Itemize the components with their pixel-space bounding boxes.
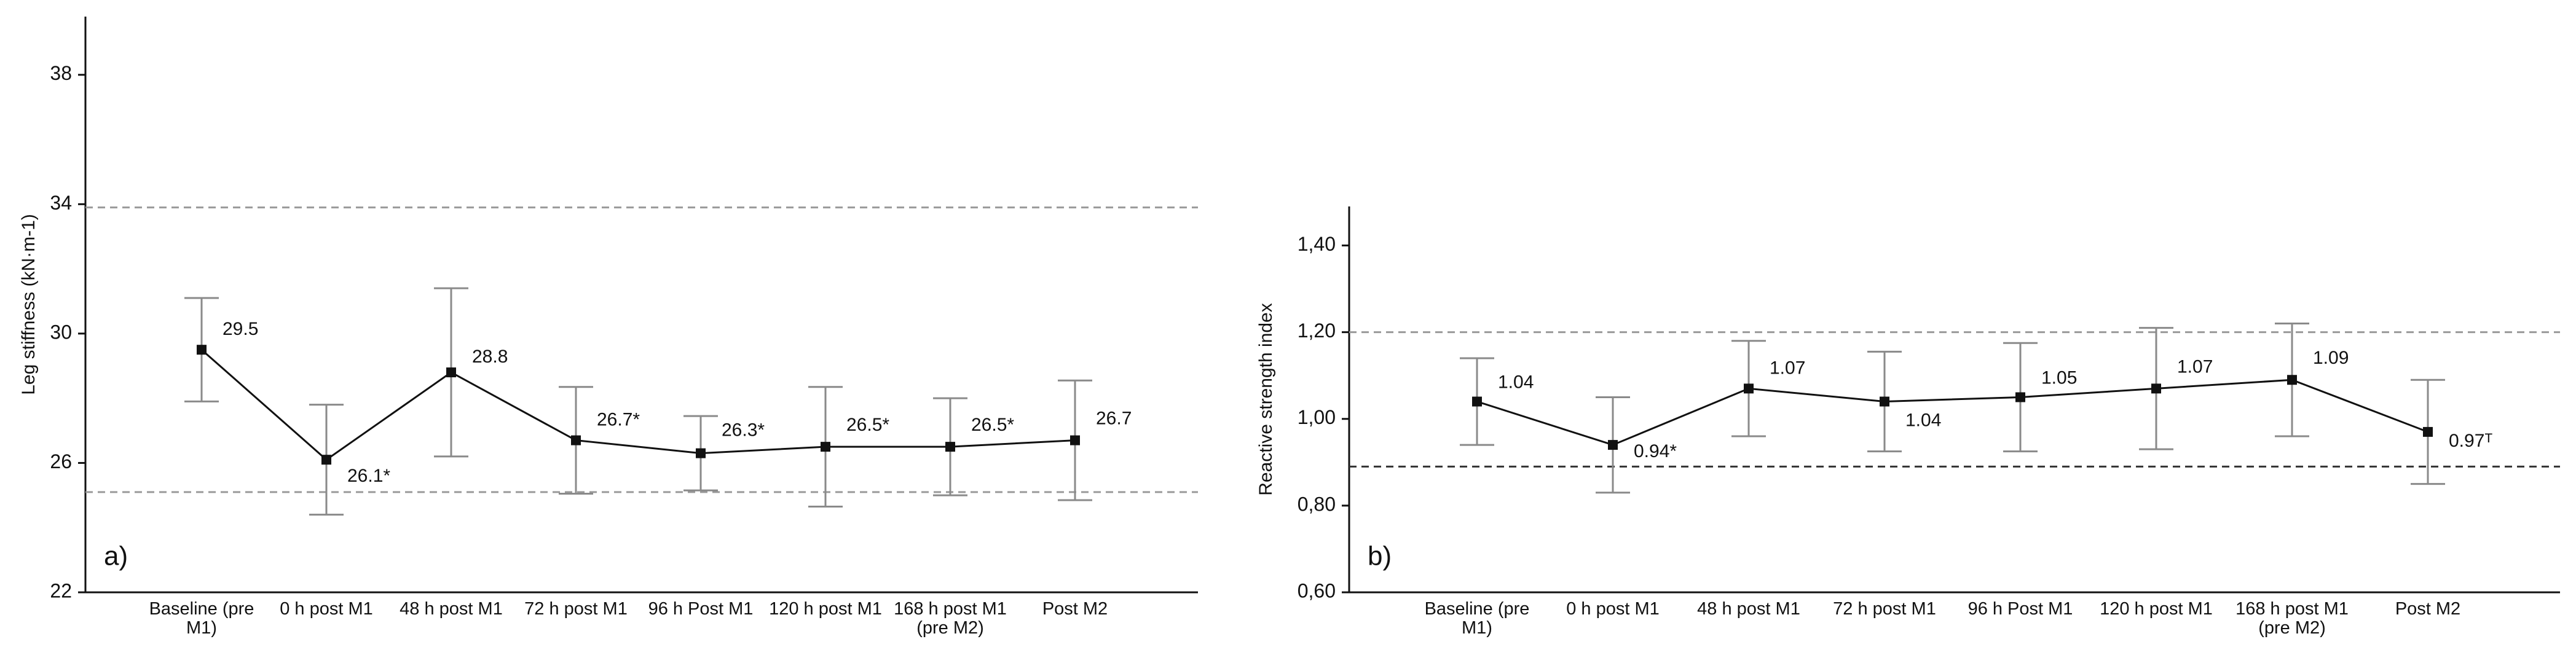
data-label: 26.7*	[597, 410, 640, 430]
data-label: 1.04	[1498, 372, 1534, 392]
x-tick-label: 168 h post M1 (pre M2)	[2235, 599, 2349, 638]
y-tick-label: 0,60	[1298, 579, 1336, 602]
data-label: 26.3*	[722, 420, 765, 441]
x-tick-label: 48 h post M1	[1697, 599, 1800, 619]
point	[1880, 396, 1889, 407]
y-tick-label: 26	[50, 450, 72, 473]
x-tick-label: 72 h post M1	[524, 599, 628, 619]
x-tick-label: 120 h post M1	[769, 599, 882, 619]
y-tick-label: 1,00	[1298, 406, 1336, 428]
point	[945, 442, 955, 452]
x-tick-label: 120 h post M1	[2100, 599, 2213, 619]
line	[1476, 378, 2428, 446]
data-label: 1.09	[2313, 348, 2349, 368]
point	[1608, 440, 1618, 450]
x-tick-label: 0 h post M1	[280, 599, 373, 619]
data-label: 28.8	[472, 347, 508, 367]
x-tick-label: 96 h Post M1	[648, 599, 754, 619]
data-label: 0.97ᵀ	[2449, 431, 2492, 451]
line	[201, 349, 1076, 461]
point	[197, 345, 207, 355]
y-axis-label: Leg stiffness (kN·m-1)	[18, 214, 39, 395]
x-tick-label: Baseline (pre M1)	[149, 599, 254, 638]
x-tick-label: 0 h post M1	[1566, 599, 1660, 619]
data-label: 1.07	[2177, 356, 2213, 377]
data-label: 26.5*	[846, 415, 889, 435]
y-axis-label: Reactive strength index	[1256, 303, 1276, 496]
data-label: 26.5*	[971, 415, 1014, 435]
x-tick-label: Post M2	[1042, 599, 1108, 619]
y-tick-label: 0,80	[1298, 493, 1336, 515]
data-label: 26.1*	[347, 466, 390, 486]
point	[321, 455, 331, 465]
data-label: 29.5	[223, 319, 258, 339]
x-tick-label: Post M2	[2395, 599, 2461, 619]
point	[2287, 375, 2297, 385]
y-tick-label: 22	[50, 579, 72, 602]
data-label: 1.04	[1905, 410, 1941, 430]
x-tick-label: Baseline (pre M1)	[1424, 599, 1530, 638]
panel-label: b)	[1368, 541, 1392, 571]
x-tick-label: 96 h Post M1	[1967, 599, 2073, 619]
point	[1744, 383, 1754, 394]
y-tick-label: 1,20	[1298, 320, 1336, 342]
point	[2151, 383, 2161, 394]
y-tick-label: 30	[50, 321, 72, 343]
point	[446, 367, 456, 378]
point	[2015, 392, 2025, 402]
y-tick-label: 34	[50, 192, 72, 214]
x-tick-label: 72 h post M1	[1833, 599, 1936, 619]
point	[1070, 435, 1080, 445]
point	[2423, 426, 2433, 437]
x-tick-label: 48 h post M1	[400, 599, 503, 619]
y-tick-label: 38	[50, 62, 72, 84]
y-tick-label: 1,40	[1298, 233, 1336, 255]
point	[571, 435, 581, 445]
data-label: 0.94*	[1634, 441, 1677, 461]
point	[1472, 396, 1482, 407]
x-tick-label: 168 h post M1 (pre M2)	[894, 599, 1007, 638]
data-label: 1.05	[2041, 367, 2077, 388]
data-label: 1.07	[1770, 358, 1805, 378]
data-label: 26.7	[1096, 409, 1132, 429]
point	[821, 442, 830, 452]
point	[696, 448, 706, 458]
panel-label: a)	[104, 541, 128, 571]
